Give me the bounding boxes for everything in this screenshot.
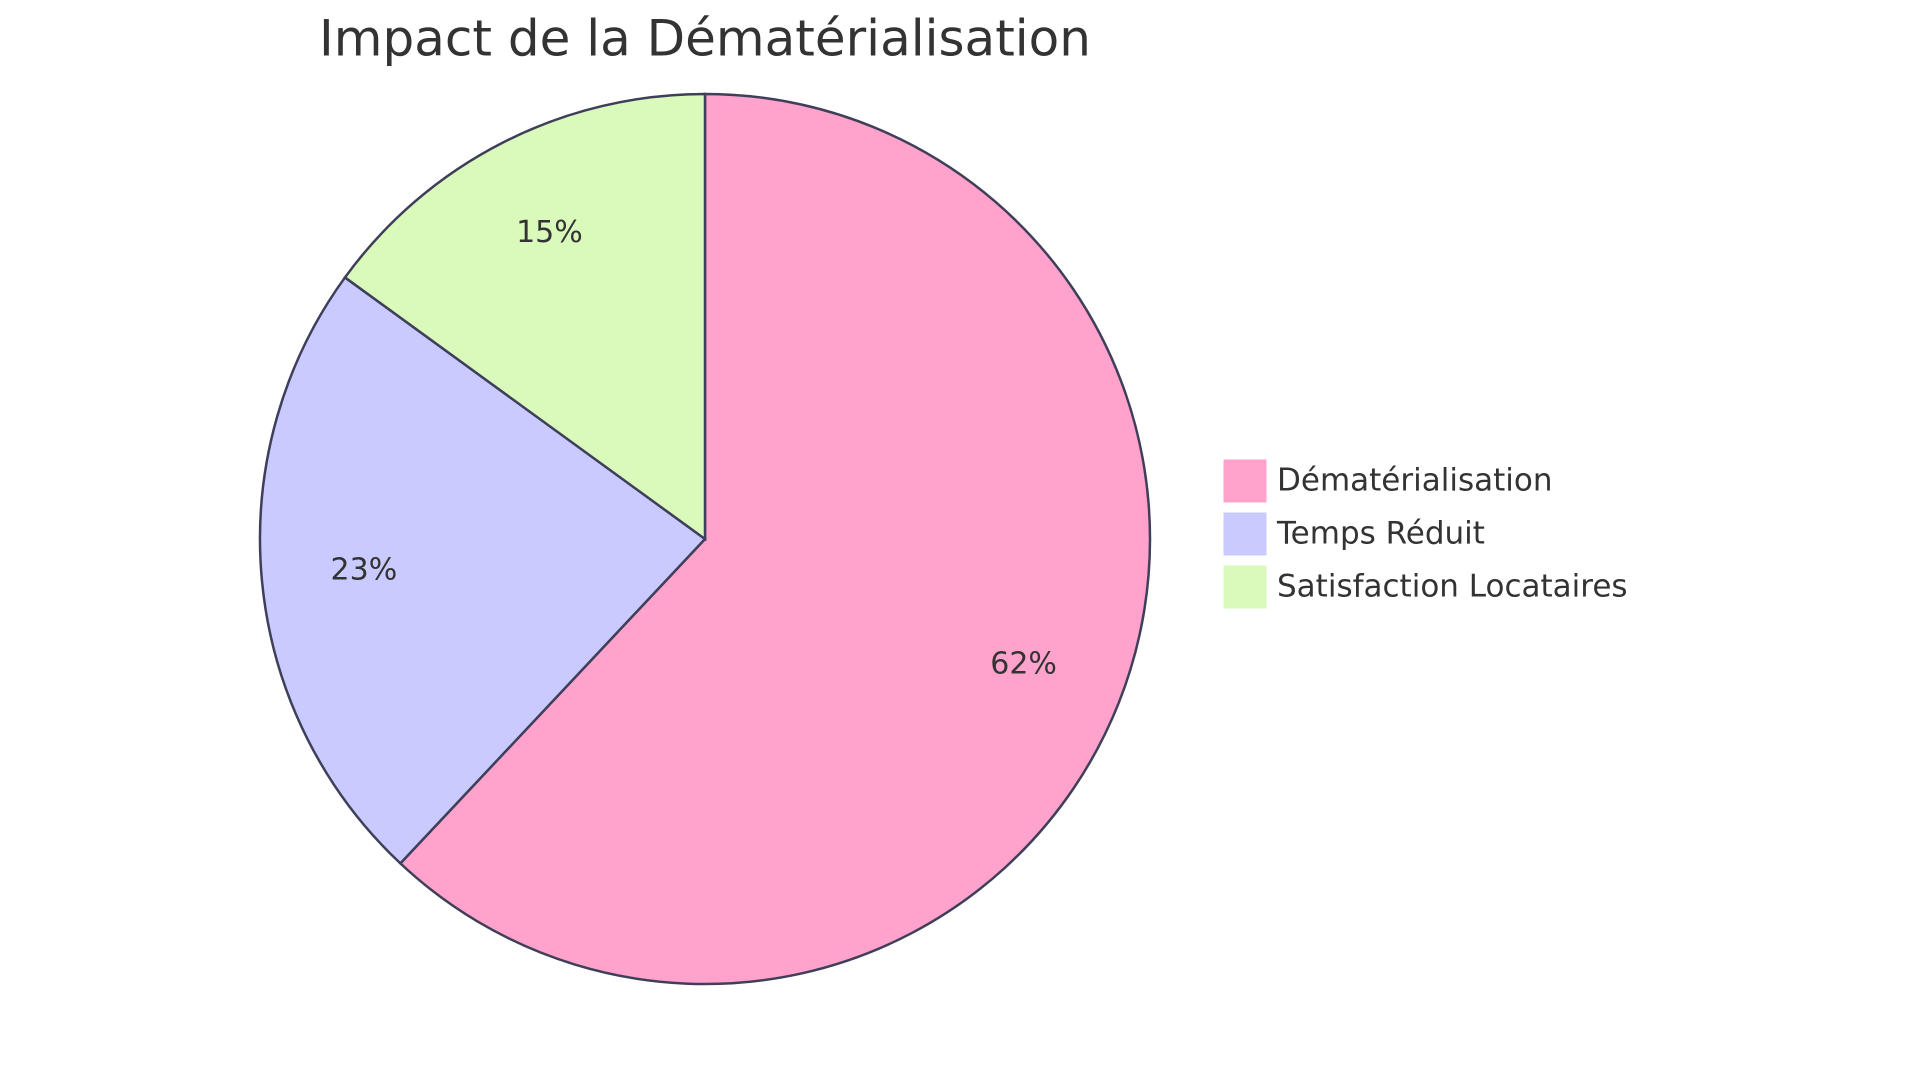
- slice-label: 62%: [990, 647, 1057, 682]
- chart-title: Impact de la Dématérialisation: [319, 10, 1091, 68]
- pie-slice: [258, 275, 707, 866]
- legend-swatch: [1222, 458, 1268, 504]
- pie-slice: [398, 92, 1152, 986]
- legend-swatch: [1222, 564, 1268, 610]
- legend-swatch: [1222, 511, 1268, 557]
- legend-label: Dématérialisation: [1277, 463, 1552, 499]
- slice-label: 23%: [331, 553, 398, 588]
- pie-slice: [343, 92, 707, 542]
- legend-label: Satisfaction Locataires: [1277, 569, 1628, 605]
- slice-label: 15%: [516, 215, 583, 250]
- legend-label: Temps Réduit: [1276, 516, 1485, 552]
